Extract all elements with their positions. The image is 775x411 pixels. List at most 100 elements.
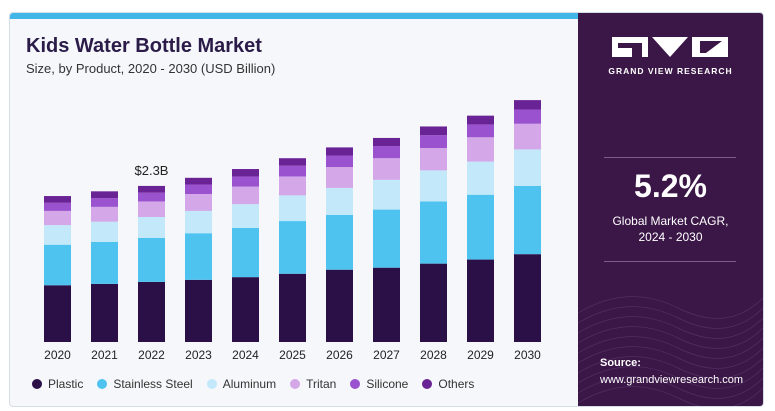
x-tick-label: 2030 xyxy=(514,348,541,362)
legend-item: Others xyxy=(422,377,474,391)
bar-segment-plastic-2023 xyxy=(185,279,212,342)
legend-swatch xyxy=(206,379,217,389)
bar-segment-stainless-steel-2021 xyxy=(91,242,118,284)
bar-segment-tritan-2024 xyxy=(232,186,259,205)
bar-segment-aluminum-2026 xyxy=(326,187,353,215)
bar-segment-aluminum-2030 xyxy=(514,149,541,186)
legend-item: Aluminum xyxy=(206,377,276,391)
grand-view-research-logo-icon xyxy=(612,37,728,57)
cagr-label-line2: 2024 - 2030 xyxy=(638,230,703,244)
bar-segment-aluminum-2022 xyxy=(138,217,165,238)
bar-segment-aluminum-2020 xyxy=(44,225,71,245)
accent-bar xyxy=(10,13,578,19)
bar-segment-silicone-2021 xyxy=(91,198,118,207)
legend-label: Stainless Steel xyxy=(113,377,193,391)
x-tick-label: 2023 xyxy=(185,348,212,362)
legend-swatch xyxy=(290,379,301,389)
bar-segment-plastic-2022 xyxy=(138,281,165,342)
bar-segment-tritan-2022 xyxy=(138,201,165,217)
brand-name: GRAND VIEW RESEARCH xyxy=(608,66,733,76)
x-tick-label: 2021 xyxy=(91,348,118,362)
x-tick-label: 2027 xyxy=(373,348,400,362)
bar-segment-aluminum-2025 xyxy=(279,195,306,222)
chart-title: Kids Water Bottle Market xyxy=(26,35,262,57)
legend-label: Tritan xyxy=(306,377,337,391)
bar-segment-plastic-2020 xyxy=(44,285,71,342)
legend-swatch xyxy=(32,379,42,389)
bar-segment-others-2030 xyxy=(514,100,541,110)
bar-segment-aluminum-2029 xyxy=(467,161,494,195)
bar-segment-tritan-2028 xyxy=(420,148,447,171)
cagr-label: Global Market CAGR, 2024 - 2030 xyxy=(578,213,763,245)
legend-label: Others xyxy=(438,377,475,391)
x-tick-label: 2026 xyxy=(326,348,353,362)
bar-segment-silicone-2022 xyxy=(138,192,165,202)
bar-segment-stainless-steel-2024 xyxy=(232,227,259,278)
x-tick-label: 2025 xyxy=(279,348,306,362)
bar-segment-others-2025 xyxy=(279,158,306,166)
decorative-wave-pattern xyxy=(578,296,763,406)
report-card: Kids Water Bottle Market Size, by Produc… xyxy=(9,12,764,407)
bar-segment-stainless-steel-2030 xyxy=(514,185,541,255)
divider-top xyxy=(604,157,736,158)
bar-segment-others-2022 xyxy=(138,185,165,193)
bar-segment-silicone-2020 xyxy=(44,202,71,211)
bar-segment-stainless-steel-2028 xyxy=(420,201,447,264)
source-label: Source: xyxy=(600,357,641,369)
legend-label: Plastic xyxy=(48,377,84,391)
bar-segment-stainless-steel-2026 xyxy=(326,214,353,270)
sidebar-panel: GRAND VIEW RESEARCH 5.2% Global Market C… xyxy=(578,13,763,406)
x-tick-label: 2022 xyxy=(138,348,165,362)
bar-segment-plastic-2025 xyxy=(279,273,306,342)
bar-segment-silicone-2023 xyxy=(185,184,212,195)
chart-panel: Kids Water Bottle Market Size, by Produc… xyxy=(10,13,578,406)
bar-segment-plastic-2029 xyxy=(467,259,494,342)
legend-swatch xyxy=(97,379,108,389)
chart-subtitle: Size, by Product, 2020 - 2030 (USD Billi… xyxy=(26,61,276,76)
bar-segment-aluminum-2021 xyxy=(91,221,118,242)
cagr-value: 5.2% xyxy=(634,168,707,204)
bar-segment-aluminum-2024 xyxy=(232,204,259,228)
x-tick-label: 2024 xyxy=(232,348,259,362)
legend-swatch xyxy=(422,379,433,389)
bar-segment-tritan-2027 xyxy=(373,158,400,180)
bar-segment-stainless-steel-2020 xyxy=(44,244,71,286)
bar-segment-stainless-steel-2022 xyxy=(138,237,165,282)
x-tick-label: 2028 xyxy=(420,348,447,362)
data-label: $2.3B xyxy=(135,163,169,178)
source-link[interactable]: www.grandviewresearch.com xyxy=(600,374,744,386)
bar-segment-tritan-2029 xyxy=(467,137,494,162)
bar-segment-tritan-2023 xyxy=(185,194,212,211)
bar-segment-others-2020 xyxy=(44,196,71,203)
bar-segment-others-2028 xyxy=(420,126,447,136)
bar-segment-plastic-2030 xyxy=(514,254,541,342)
legend-swatch xyxy=(350,379,361,389)
legend-item: Tritan xyxy=(290,377,336,391)
bar-segment-others-2023 xyxy=(185,177,212,185)
bar-segment-silicone-2027 xyxy=(373,146,400,159)
divider-bottom xyxy=(604,261,736,262)
bar-segment-stainless-steel-2029 xyxy=(467,194,494,260)
bar-segment-plastic-2026 xyxy=(326,269,353,342)
bar-segment-plastic-2021 xyxy=(91,283,118,342)
stacked-bar-chart: 2020 2021 2022 2023 2024 2025 2026 2027 2028 2029… xyxy=(44,100,541,362)
bar-segment-silicone-2029 xyxy=(467,124,494,138)
bar-segment-stainless-steel-2023 xyxy=(185,233,212,280)
bar-segment-aluminum-2023 xyxy=(185,210,212,234)
legend-label: Silicone xyxy=(366,377,409,391)
bar-segment-silicone-2026 xyxy=(326,155,353,167)
legend-item: Silicone xyxy=(350,377,408,391)
bar-segment-plastic-2027 xyxy=(373,267,400,342)
bar-segment-tritan-2020 xyxy=(44,210,71,226)
x-tick-label: 2029 xyxy=(467,348,494,362)
bar-segment-tritan-2030 xyxy=(514,123,541,150)
chart-legend: Plastic Stainless Steel Aluminum Tritan Sili… xyxy=(32,374,572,394)
bar-segment-plastic-2024 xyxy=(232,277,259,342)
cagr-label-line1: Global Market CAGR, xyxy=(612,214,729,228)
bar-segment-tritan-2025 xyxy=(279,176,306,196)
legend-item: Plastic xyxy=(32,377,83,391)
bar-segment-silicone-2024 xyxy=(232,176,259,187)
bar-segment-others-2024 xyxy=(232,169,259,177)
bar-segment-silicone-2028 xyxy=(420,135,447,149)
bar-segment-stainless-steel-2027 xyxy=(373,209,400,268)
